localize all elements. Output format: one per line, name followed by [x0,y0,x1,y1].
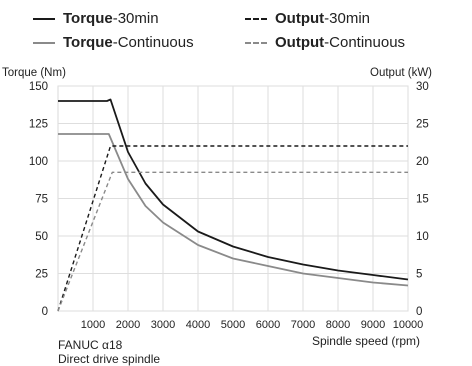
y-tick-label: 25 [35,269,48,281]
y-tick-label: 150 [29,81,48,93]
caption-line-1: FANUC α18 [58,338,123,352]
x-tick-label: 3000 [151,319,175,331]
x-axis-title: Spindle speed (rpm) [312,334,420,348]
y-tick-label: 100 [29,156,48,168]
y2-tick-label: 5 [416,269,422,281]
legend-label: Torque-Continuous [63,34,194,51]
x-tick-label: 7000 [291,319,315,331]
x-tick-label: 2000 [116,319,140,331]
legend-line-swatch [245,17,267,20]
y2-tick-label: 0 [416,306,422,318]
x-tick-label: 5000 [221,319,245,331]
legend-item: Torque-Continuous [33,34,194,51]
y-tick-label: 75 [35,194,48,206]
legend-line-swatch [33,17,55,20]
x-tick-label: 8000 [326,319,350,331]
x-tick-label: 10000 [393,319,424,331]
y2-tick-label: 30 [416,81,429,93]
x-tick-label: 9000 [361,319,385,331]
legend-label: Output-Continuous [275,34,406,51]
y2-tick-label: 15 [416,194,429,206]
y2-tick-label: 25 [416,119,429,131]
y-tick-label: 50 [35,231,48,243]
series-line-torque-continuous [58,133,409,287]
chart-caption: FANUC α18 Direct drive spindle [58,338,160,366]
legend-label: Output-30min [275,10,371,27]
legend-item: Output-30min [245,10,370,27]
series-line-output-30min [57,145,408,312]
y2-axis-title: Output (kW) [370,67,432,79]
series-line-torque-30min [58,98,409,281]
legend-item: Torque-30min [33,10,159,27]
y-axis-title: Torque (Nm) [2,67,66,79]
legend-label: Torque-30min [63,10,159,27]
y-tick-label: 125 [29,119,48,131]
y2-tick-label: 10 [416,231,429,243]
x-tick-label: 4000 [186,319,210,331]
x-tick-label: 1000 [81,319,105,331]
y2-tick-label: 20 [416,156,429,168]
legend-item: Output-Continuous [245,34,405,51]
x-tick-label: 6000 [256,319,280,331]
y-tick-label: 0 [42,306,48,318]
series-line-output-continuous [57,171,408,312]
caption-line-2: Direct drive spindle [58,352,161,366]
legend-line-swatch [33,41,55,44]
legend-line-swatch [245,41,267,44]
